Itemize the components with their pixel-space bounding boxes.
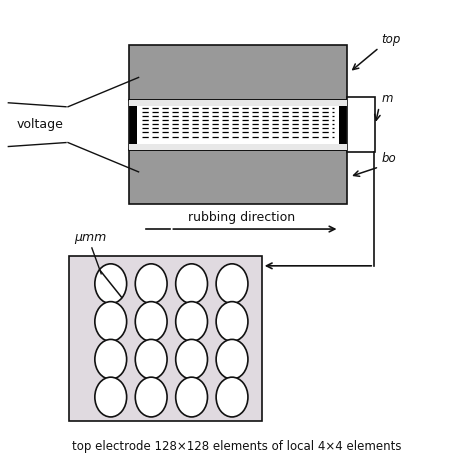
Bar	[128, 100, 347, 106]
Bar	[128, 149, 347, 204]
Bar	[128, 45, 347, 100]
Text: m: m	[381, 92, 392, 105]
Ellipse shape	[216, 377, 248, 417]
Ellipse shape	[216, 301, 248, 341]
Text: bo: bo	[381, 152, 396, 165]
Ellipse shape	[95, 339, 127, 379]
Ellipse shape	[216, 264, 248, 304]
Bar	[137, 105, 339, 145]
Text: top: top	[381, 33, 401, 46]
Ellipse shape	[176, 339, 208, 379]
Ellipse shape	[135, 339, 167, 379]
Bar	[128, 144, 347, 149]
Ellipse shape	[135, 377, 167, 417]
Bar	[128, 100, 347, 149]
Ellipse shape	[176, 377, 208, 417]
Ellipse shape	[135, 264, 167, 304]
Text: voltage: voltage	[16, 118, 63, 131]
Text: top electrode 128×128 elements of local 4×4 elements: top electrode 128×128 elements of local …	[72, 440, 402, 453]
Text: μmm: μmm	[74, 231, 106, 244]
Text: rubbing direction: rubbing direction	[188, 211, 295, 224]
Bar	[347, 97, 375, 153]
Bar	[69, 256, 262, 421]
Ellipse shape	[95, 301, 127, 341]
Ellipse shape	[135, 301, 167, 341]
Ellipse shape	[95, 264, 127, 304]
Ellipse shape	[176, 301, 208, 341]
Ellipse shape	[95, 377, 127, 417]
Ellipse shape	[176, 264, 208, 304]
Ellipse shape	[216, 339, 248, 379]
